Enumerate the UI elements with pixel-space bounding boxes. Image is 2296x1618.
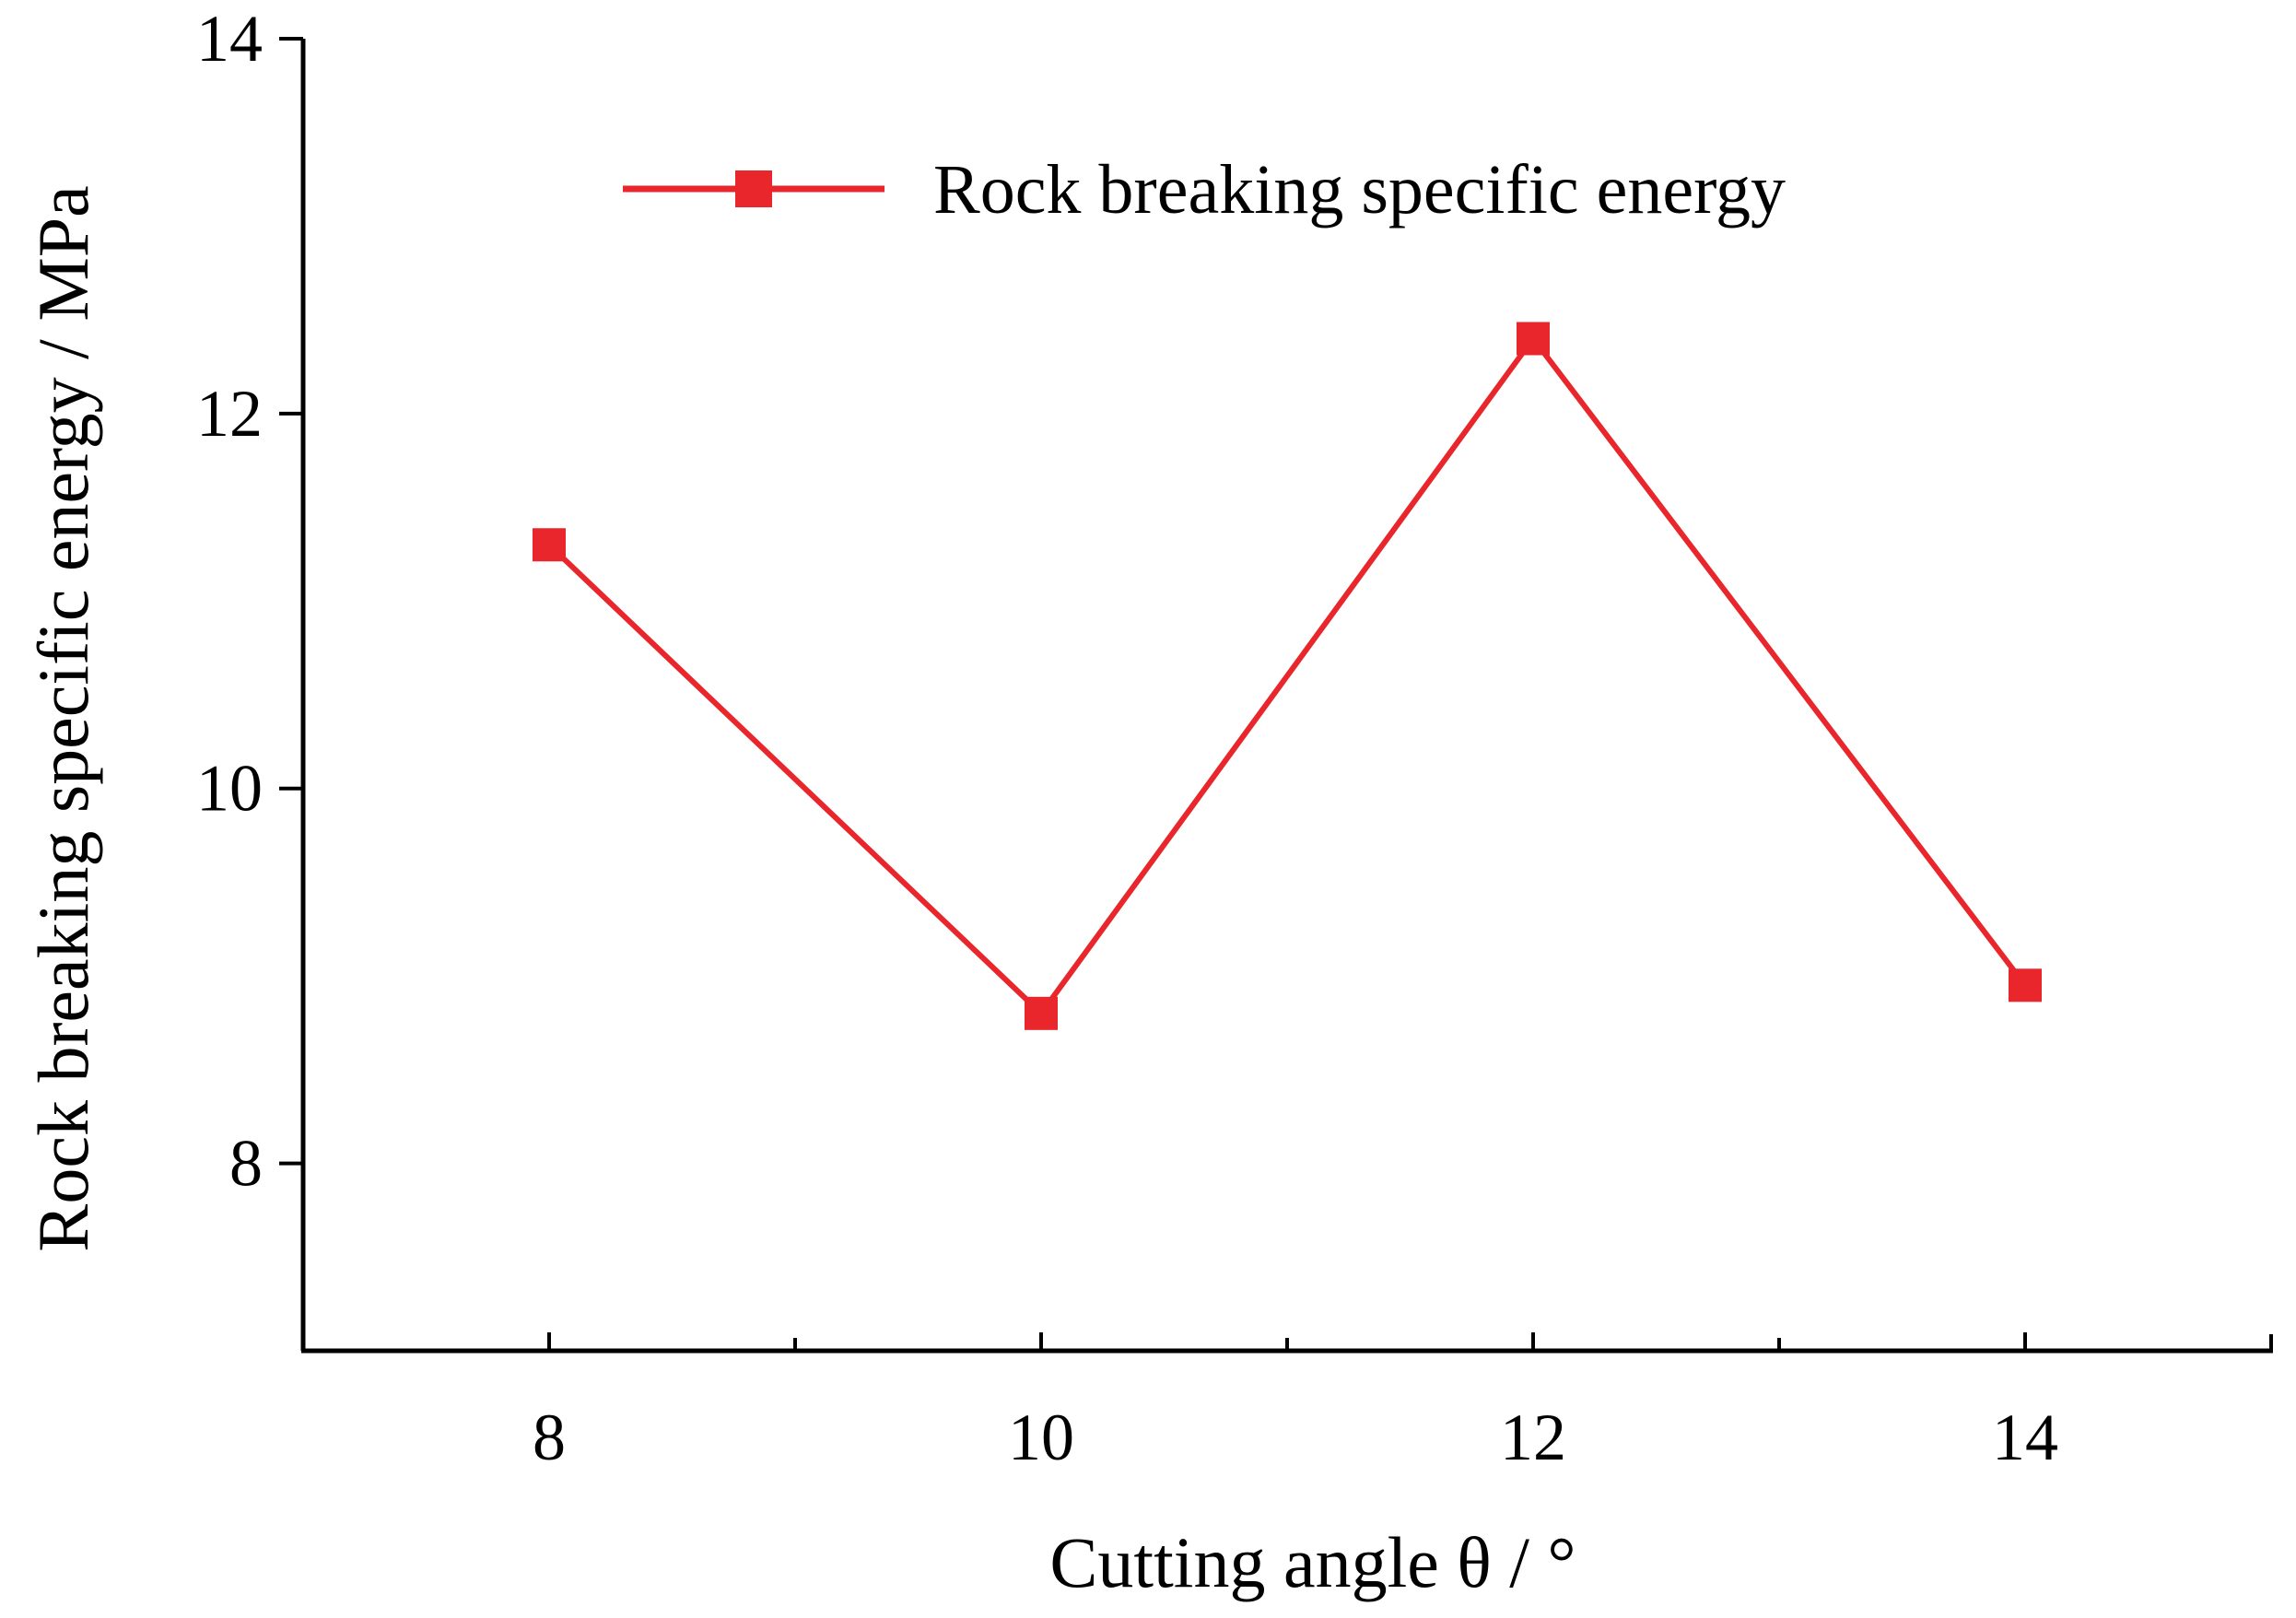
x-tick-label: 14 (1992, 1401, 2058, 1474)
x-ticks: 8 10 12 14 (533, 1332, 2058, 1474)
legend-marker (735, 170, 772, 207)
data-point-marker (1517, 322, 1550, 356)
y-tick-label: 14 (196, 2, 263, 76)
axes (300, 39, 2273, 1354)
y-axis-title: Rock breaking specific energy / MPa (23, 185, 103, 1251)
series-line (546, 334, 2028, 1018)
y-tick-label: 8 (229, 1127, 263, 1201)
data-point-marker (2009, 968, 2042, 1002)
legend-label: Rock breaking specific energy (933, 151, 1786, 229)
legend: Rock breaking specific energy (623, 151, 1786, 229)
x-axis-title: Cutting angle θ / ° (1049, 1522, 1576, 1602)
x-tick-label: 8 (533, 1401, 566, 1474)
y-tick-label: 12 (196, 377, 263, 451)
x-tick-label: 10 (1008, 1401, 1074, 1474)
y-tick-label: 10 (196, 752, 263, 826)
x-tick-label: 12 (1500, 1401, 1566, 1474)
series-layer (533, 322, 2042, 1030)
data-point-marker (1025, 996, 1058, 1030)
y-ticks: 8 10 12 14 (196, 2, 303, 1201)
data-point-marker (533, 528, 566, 562)
